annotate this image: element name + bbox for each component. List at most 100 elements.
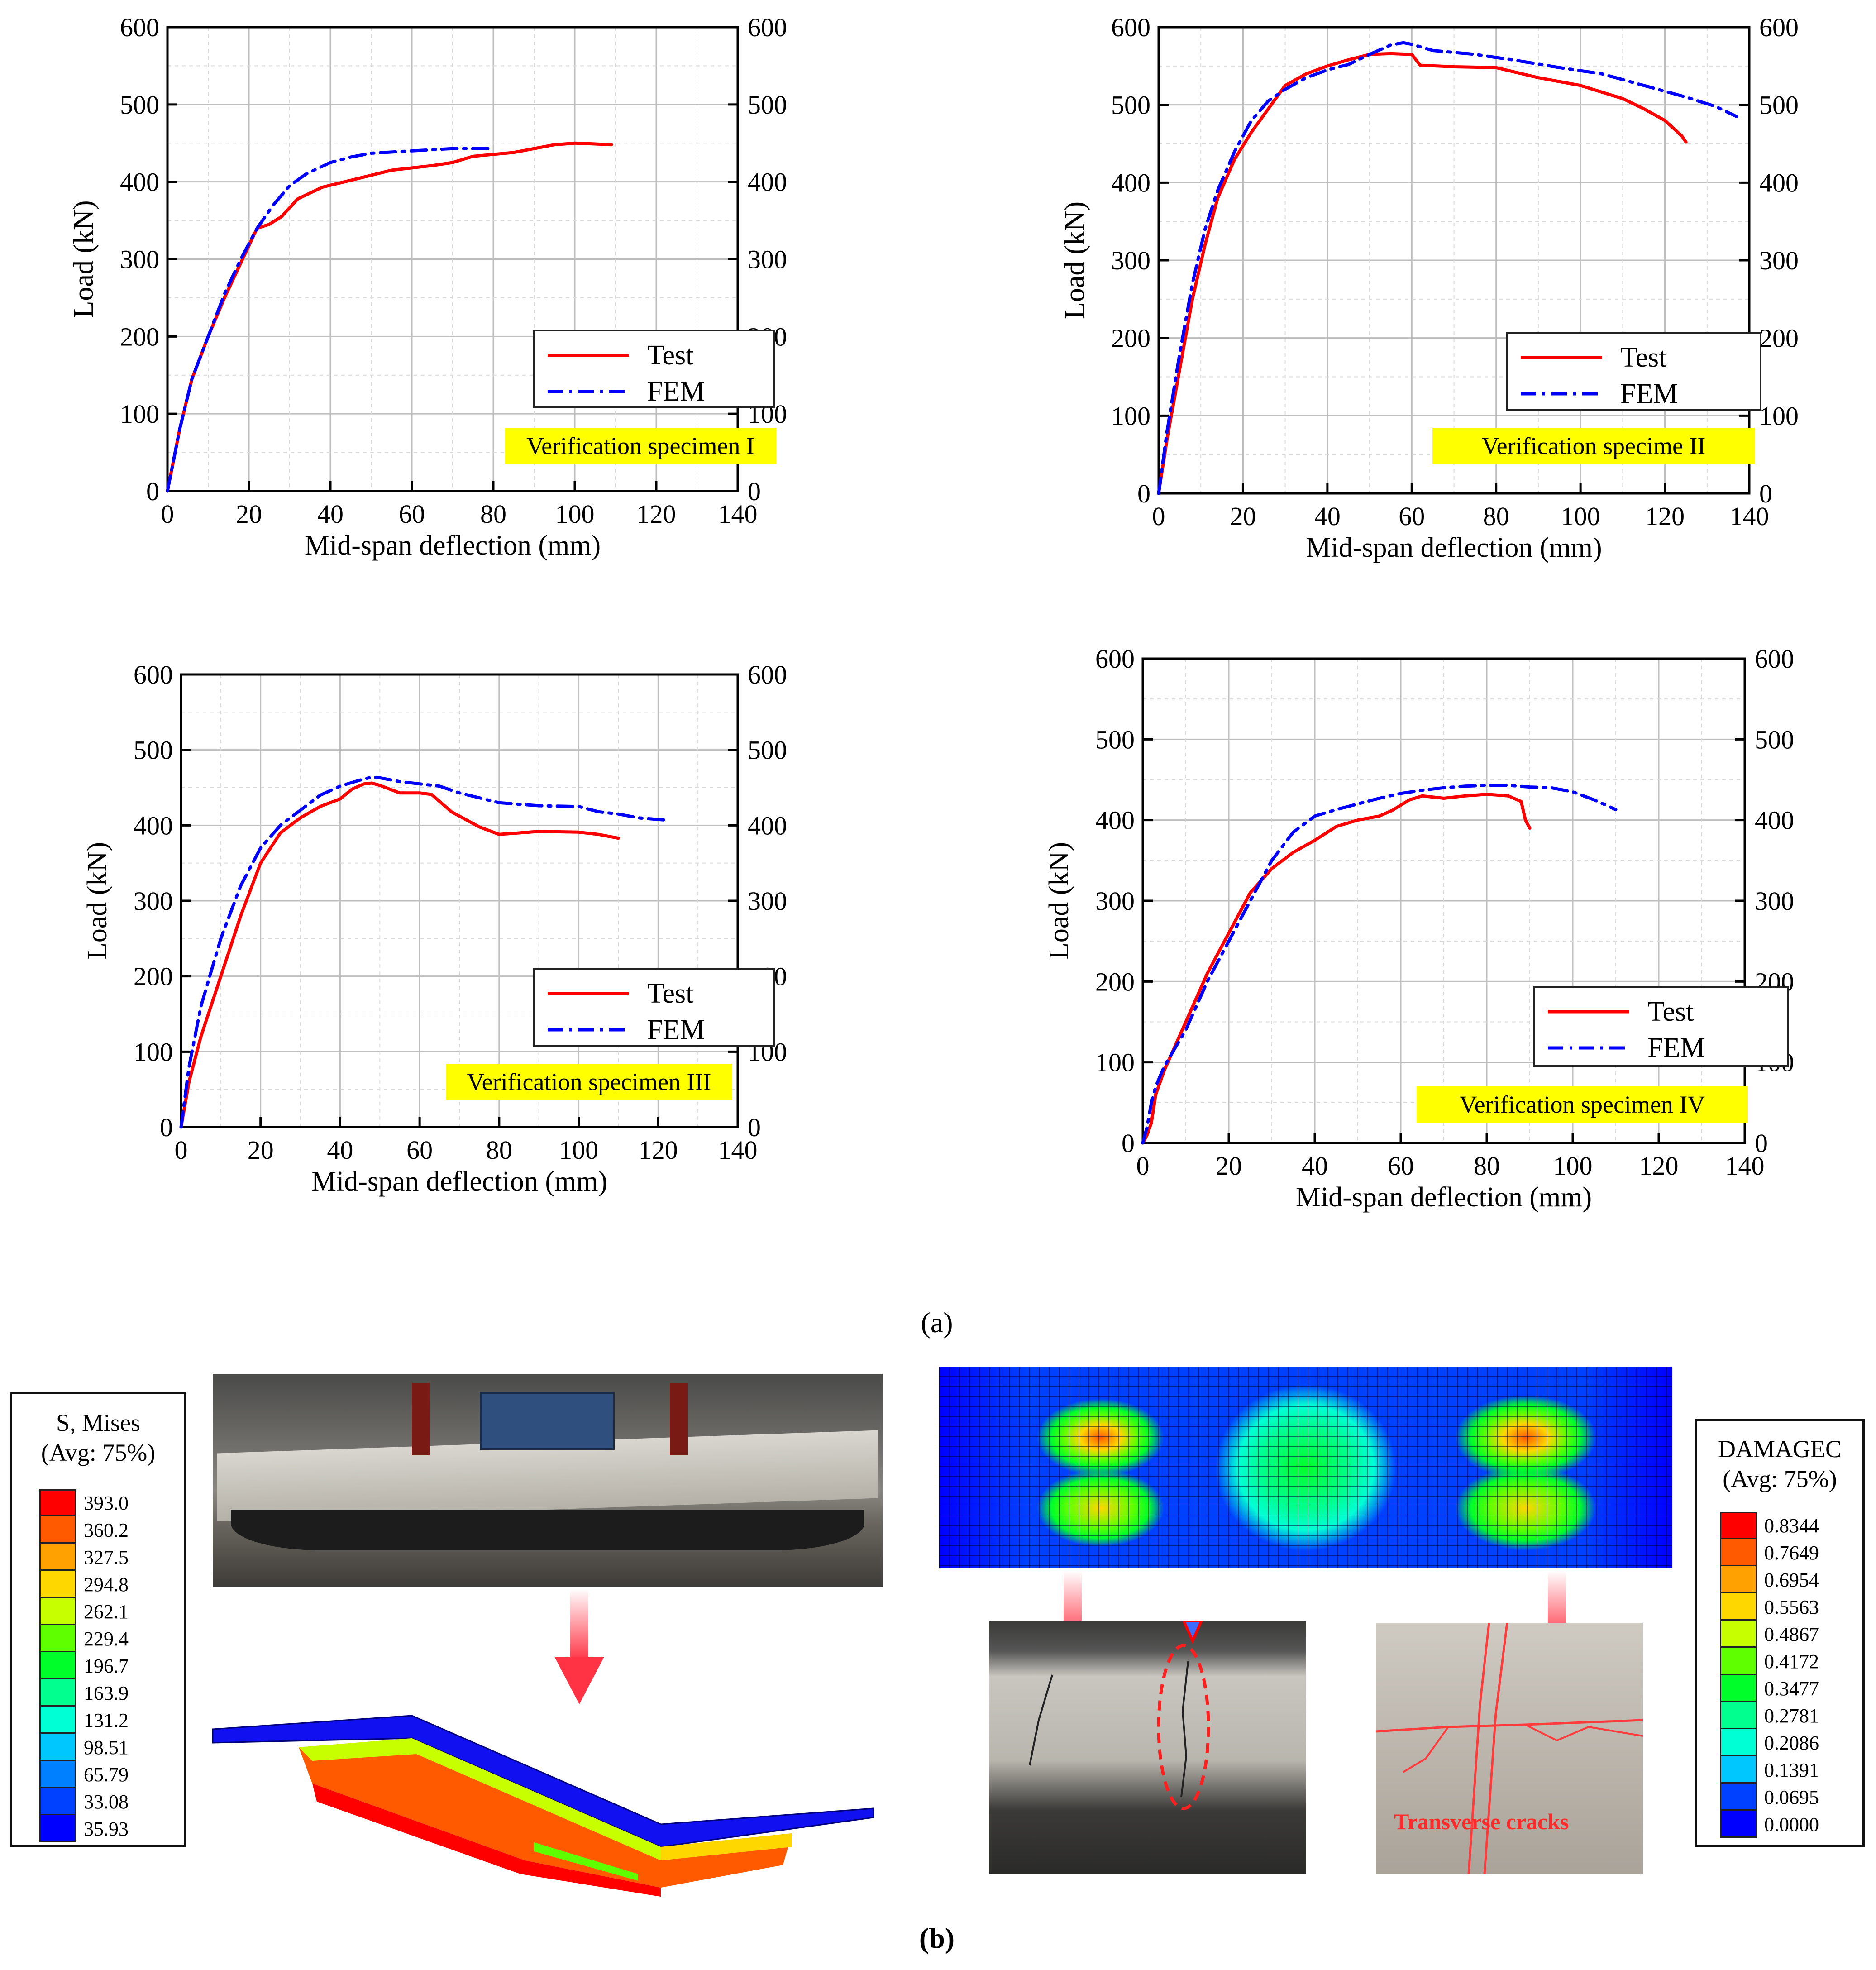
mises-level-value: 262.1: [84, 1600, 129, 1623]
x-tick-label: 80: [480, 499, 506, 529]
x-tick-label: 140: [718, 499, 758, 529]
mises-color-swatch: [39, 1652, 76, 1679]
gridlines: [1142, 658, 1746, 1144]
damage-legend-row: 0.2086: [1720, 1729, 1819, 1756]
y-tick-label-left: 300: [134, 886, 173, 916]
photo-red-frame-2: [670, 1383, 688, 1455]
mises-level-value: 229.4: [84, 1627, 129, 1650]
damage-legend-row: 0.7649: [1720, 1539, 1819, 1566]
mises-legend-row: 33.08: [39, 1788, 129, 1815]
y-tick-label-left: 600: [120, 13, 159, 42]
annotation-highlight: [446, 1064, 732, 1100]
y-tick-label-right: 400: [1755, 806, 1794, 835]
y-tick-label-left: 500: [134, 736, 173, 765]
mises-level-value: 327.5: [84, 1546, 129, 1568]
damage-legend-title: DAMAGEC: [1718, 1435, 1842, 1463]
y-tick-label-left: 300: [1095, 886, 1135, 916]
y-tick-label-right: 600: [748, 660, 787, 689]
y-tick-label-left: 0: [160, 1113, 173, 1142]
photo-crack-closeup: [989, 1621, 1306, 1874]
mises-color-swatch: [39, 1544, 76, 1571]
damage-legend-row: 0.0000: [1720, 1811, 1819, 1838]
annotation-label: Verification specimen I: [526, 432, 754, 459]
mises-level-value: 65.79: [84, 1763, 129, 1786]
mises-color-swatch: [39, 1761, 76, 1788]
mises-legend-row: 163.9: [39, 1679, 129, 1707]
mises-legend-row: 98.51: [39, 1734, 129, 1761]
y-tick-label-left: 400: [1095, 806, 1135, 835]
mises-level-value: 33.08: [84, 1790, 129, 1813]
y-tick-label-left: 0: [1122, 1128, 1135, 1158]
y-tick-label-left: 100: [120, 399, 159, 429]
damage-color-swatch: [1720, 1593, 1757, 1621]
mesh-grid: [939, 1367, 1672, 1568]
y-tick-label-left: 100: [134, 1037, 173, 1066]
y-tick-label-right: 0: [748, 477, 761, 506]
mises-level-value: 294.8: [84, 1573, 129, 1596]
y-tick-label-right: 300: [1755, 886, 1794, 916]
crack-highlight: [1029, 1621, 1210, 1810]
x-tick-label: 60: [399, 499, 425, 529]
y-tick-label-left: 0: [1137, 479, 1150, 508]
y-tick-label-left: 500: [1095, 725, 1135, 754]
x-tick-label: 120: [1639, 1151, 1679, 1181]
mises-color-swatch: [39, 1489, 76, 1516]
y-tick-label-right: 500: [748, 736, 787, 765]
legend-label-test: Test: [1647, 996, 1694, 1027]
damage-color-swatch: [1720, 1648, 1757, 1675]
mises-level-value: 98.51: [84, 1736, 129, 1759]
annotation-label: Verification specime II: [1482, 432, 1706, 459]
damage-legend-row: 0.8344: [1720, 1512, 1819, 1539]
series-line-test: [1157, 52, 1688, 495]
damage-level-value: 0.8344: [1764, 1514, 1819, 1537]
x-tick-label: 0: [1152, 502, 1165, 531]
damage-color-swatch: [1720, 1784, 1757, 1811]
damage-legend-row: 0.1391: [1720, 1756, 1819, 1784]
x-tick-label: 60: [1388, 1151, 1414, 1181]
y-axis-label: Load (kN): [1060, 201, 1090, 319]
mises-legend-row: 393.0: [39, 1489, 129, 1516]
mises-color-swatch: [39, 1598, 76, 1625]
y-tick-label-left: 300: [1111, 246, 1150, 275]
x-tick-label: 100: [1553, 1151, 1593, 1181]
y-tick-label-right: 0: [1759, 479, 1772, 508]
y-axis-label: Load (kN): [82, 842, 113, 960]
mises-legend-row: 196.7: [39, 1652, 129, 1679]
y-tick-label-right: 500: [1755, 725, 1794, 754]
photo-beam: [231, 1510, 864, 1550]
x-tick-label: 100: [555, 499, 595, 529]
x-tick-label: 60: [406, 1135, 433, 1165]
x-tick-label: 20: [1230, 502, 1256, 531]
chart-specimen-3: 0204060801001201400010010020020030030040…: [59, 656, 851, 1227]
y-tick-label-right: 400: [1759, 168, 1799, 197]
mises-color-swatch: [39, 1707, 76, 1734]
damage-level-value: 0.3477: [1764, 1677, 1819, 1700]
y-tick-label-left: 600: [134, 660, 173, 689]
damage-legend-row: 0.0695: [1720, 1784, 1819, 1811]
chart-svg: 0204060801001201400010010020020030030040…: [68, 13, 787, 561]
damage-color-swatch: [1720, 1539, 1757, 1566]
damage-color-swatch: [1720, 1729, 1757, 1756]
mises-level-value: 131.2: [84, 1709, 129, 1731]
x-tick-label: 20: [248, 1135, 274, 1165]
fem-deformed-model: [212, 1715, 874, 1897]
damage-color-swatch: [1720, 1675, 1757, 1702]
x-tick-label: 100: [1561, 502, 1600, 531]
mises-level-value: 35.93: [84, 1817, 129, 1840]
y-axis-label: Load (kN): [1044, 842, 1074, 960]
mises-color-swatch: [39, 1734, 76, 1761]
mises-color-swatch: [39, 1788, 76, 1815]
damage-legend-row: 0.4172: [1720, 1648, 1819, 1675]
mises-legend-title: S, Mises: [56, 1409, 141, 1436]
series-line-fem: [179, 775, 668, 1129]
y-tick-label-left: 0: [146, 477, 159, 506]
y-tick-label-left: 400: [1111, 168, 1150, 197]
y-tick-label-left: 600: [1111, 13, 1150, 42]
gridlines: [180, 674, 739, 1128]
chart-specimen-4: 0204060801001201400010010020020030030040…: [1027, 634, 1860, 1245]
mises-level-value: 163.9: [84, 1682, 129, 1704]
mises-level-value: 360.2: [84, 1519, 129, 1541]
annotation-label: Verification specimen IV: [1460, 1091, 1705, 1118]
y-tick-label-right: 600: [748, 13, 787, 42]
